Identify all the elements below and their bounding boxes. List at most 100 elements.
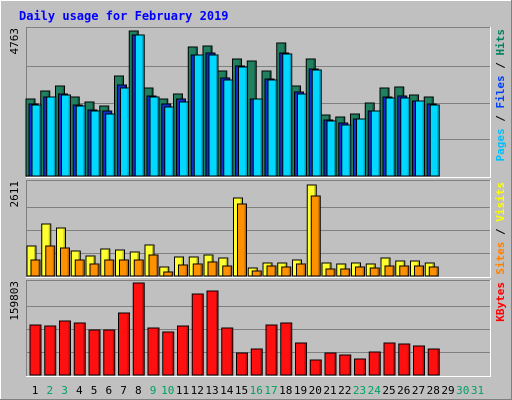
bar-kbytes-day-25 (383, 342, 396, 376)
x-tick-label-day-19: 19 (294, 384, 307, 397)
bar-shade (127, 89, 129, 176)
bar-kbytes-day-10 (162, 331, 175, 376)
bar-sites-day-5 (89, 263, 100, 277)
bar-shade (318, 197, 320, 276)
bar-shade (407, 99, 410, 176)
bar-kbytes-day-11 (177, 325, 189, 376)
bar-kbytes-day-24 (368, 351, 381, 376)
panel-sites-visits: 2611 Sites / Visits (8, 180, 507, 278)
bar-sites-day-14 (222, 265, 233, 277)
bar-sites-day-10 (163, 271, 174, 277)
bar-pages-day-7 (120, 87, 130, 177)
x-tick-label-day-16: 16 (250, 384, 263, 397)
legend-separator: / (494, 109, 507, 129)
bar-sites-day-17 (266, 265, 277, 277)
bar-pages-day-5 (90, 110, 101, 177)
bar-shade (67, 249, 69, 276)
bar-shade (275, 326, 277, 375)
legend-text: Pages / Files / Hits (494, 29, 507, 162)
bar-sites-day-22 (340, 268, 351, 277)
bar-sites-day-9 (148, 254, 159, 277)
legend-text: KBytes (494, 282, 507, 322)
panel-kbytes: 159803 KBytes (8, 280, 507, 377)
bar-shade (52, 247, 55, 276)
bar-pages-day-16 (252, 98, 263, 177)
bar-shade (83, 107, 85, 176)
bar-pages-day-18 (282, 53, 293, 177)
bar-shade (53, 98, 56, 176)
bar-sites-day-18 (281, 266, 292, 277)
legend-item-visits: Visits (494, 182, 507, 222)
x-tick-label-day-28: 28 (427, 384, 440, 397)
legend-item-files: Files (494, 75, 507, 108)
bar-shade (334, 122, 336, 176)
bar-shade (157, 98, 159, 176)
bar-shade (260, 350, 262, 375)
bar-pages-day-19 (297, 93, 307, 177)
bar-pages-day-1 (31, 104, 42, 177)
bar-pages-day-24 (370, 110, 381, 177)
bar-sites-day-21 (325, 268, 336, 277)
bar-sites-day-12 (192, 263, 203, 277)
bar-shade (97, 265, 99, 276)
bar-sites-day-27 (414, 265, 424, 277)
panel-1-background (26, 180, 491, 278)
bar-shade (377, 269, 379, 276)
bar-shade (289, 324, 292, 375)
bar-kbytes-day-16 (250, 348, 263, 376)
legend-item-kbytes: KBytes (494, 282, 507, 322)
bar-kbytes-day-12 (191, 293, 204, 376)
panel-kbytes-legend: KBytes (494, 282, 507, 322)
x-tick-label-day-30: 30 (456, 384, 469, 397)
bar-kbytes-day-20 (309, 359, 322, 376)
x-tick-label-day-8: 8 (135, 384, 142, 397)
x-tick-label-day-9: 9 (150, 384, 157, 397)
bar-shade (348, 126, 351, 176)
bar-kbytes-day-15 (236, 352, 248, 376)
bar-pages-day-20 (311, 69, 322, 177)
bar-sites-day-3 (60, 247, 70, 277)
bar-kbytes-day-14 (221, 327, 234, 376)
bar-pages-day-10 (164, 106, 175, 177)
panel-pages-files-hits: 4763 Pages / Files / Hits (8, 27, 507, 178)
bar-shade (126, 261, 128, 276)
bar-shade (437, 106, 439, 176)
bar-pages-day-17 (267, 79, 278, 177)
bar-sites-day-4 (74, 259, 85, 277)
x-tick-label-day-5: 5 (91, 384, 98, 397)
bar-shade (363, 120, 365, 176)
bar-kbytes-day-28 (427, 348, 440, 376)
bar-kbytes-day-3 (59, 320, 71, 376)
bar-sites-day-15 (237, 203, 247, 277)
bar-pages-day-22 (341, 124, 352, 177)
bar-shade (215, 263, 217, 276)
bar-shade (274, 267, 276, 276)
bar-shade (333, 270, 335, 276)
bar-kbytes-day-19 (295, 342, 307, 376)
bar-shade (378, 353, 380, 375)
x-tick-label-day-2: 2 (46, 384, 53, 397)
bar-shade (68, 322, 70, 375)
panel-kbytes-bars (29, 282, 440, 376)
bar-shade (53, 327, 56, 375)
x-tick-label-day-10: 10 (161, 384, 174, 397)
bar-pages-day-15 (238, 66, 248, 177)
bar-shade (39, 106, 41, 176)
bar-shade (348, 356, 351, 375)
bar-kbytes-day-17 (265, 324, 278, 376)
bar-shade (436, 268, 438, 276)
chart-title: Daily usage for February 2019 (19, 9, 229, 23)
bar-shade (230, 329, 233, 375)
bar-shade (229, 267, 232, 276)
bar-shade (157, 329, 159, 375)
legend-item-sites: Sites (494, 242, 507, 275)
panels-layer: 4763 Pages / Files / Hits 2611 Sites / Visi… (8, 27, 507, 377)
x-tick-label-day-3: 3 (61, 384, 68, 397)
bar-kbytes-day-5 (88, 329, 101, 376)
bar-pages-day-8 (134, 34, 145, 177)
bar-shade (141, 261, 143, 276)
bar-shade (393, 99, 395, 176)
x-tick-label-day-13: 13 (205, 384, 218, 397)
bar-shade (185, 266, 187, 276)
bar-kbytes-day-6 (103, 329, 116, 376)
